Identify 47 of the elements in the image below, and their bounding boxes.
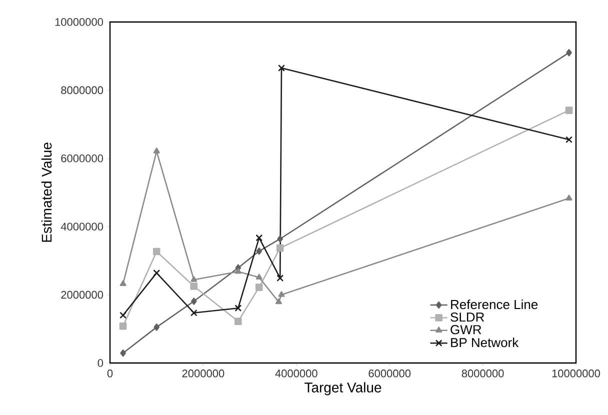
y-tick-label: 2000000 xyxy=(61,290,104,299)
point xyxy=(119,322,127,330)
legend-label: Reference Line xyxy=(451,300,538,310)
y-tick-label: 6000000 xyxy=(61,154,104,162)
x-tick-label: 2000000 xyxy=(182,370,224,378)
x-tick-label: 10000000 xyxy=(552,370,600,378)
point xyxy=(256,247,262,255)
point xyxy=(256,274,262,280)
y-axis-title: Estimated Value xyxy=(41,142,52,242)
y-tick-label: 4000000 xyxy=(60,222,104,230)
point xyxy=(276,274,284,282)
y-tick-label: 10000000 xyxy=(55,18,104,26)
point xyxy=(153,148,160,154)
legend-label: GWR xyxy=(450,325,482,334)
point xyxy=(190,282,198,290)
legend-label: SLDR xyxy=(450,312,484,322)
x-tick-label: 8000000 xyxy=(462,370,504,378)
point xyxy=(566,194,572,200)
legend-label: BP Network xyxy=(451,338,519,348)
point xyxy=(234,268,242,274)
point xyxy=(120,280,126,286)
point xyxy=(256,234,263,242)
point xyxy=(278,291,285,297)
point xyxy=(120,312,127,319)
x-tick-label: 6000000 xyxy=(368,370,411,378)
point xyxy=(255,284,263,291)
y-tick-label: 0 xyxy=(98,359,104,367)
point xyxy=(190,298,197,305)
point xyxy=(566,49,572,56)
point xyxy=(565,106,573,114)
point xyxy=(190,309,198,316)
point xyxy=(190,276,198,282)
point xyxy=(278,64,285,72)
point xyxy=(275,298,282,304)
point xyxy=(276,244,284,252)
x-axis-title: Target Value xyxy=(304,382,382,396)
point xyxy=(277,235,283,243)
point xyxy=(234,304,242,312)
point xyxy=(153,269,160,276)
x-tick-label: 4000000 xyxy=(275,370,318,378)
point xyxy=(234,318,242,326)
y-tick-label: 8000000 xyxy=(61,86,104,94)
point xyxy=(566,136,572,144)
point xyxy=(152,248,160,256)
point xyxy=(154,324,160,331)
point xyxy=(120,349,126,357)
x-tick-label: 0 xyxy=(107,370,113,378)
